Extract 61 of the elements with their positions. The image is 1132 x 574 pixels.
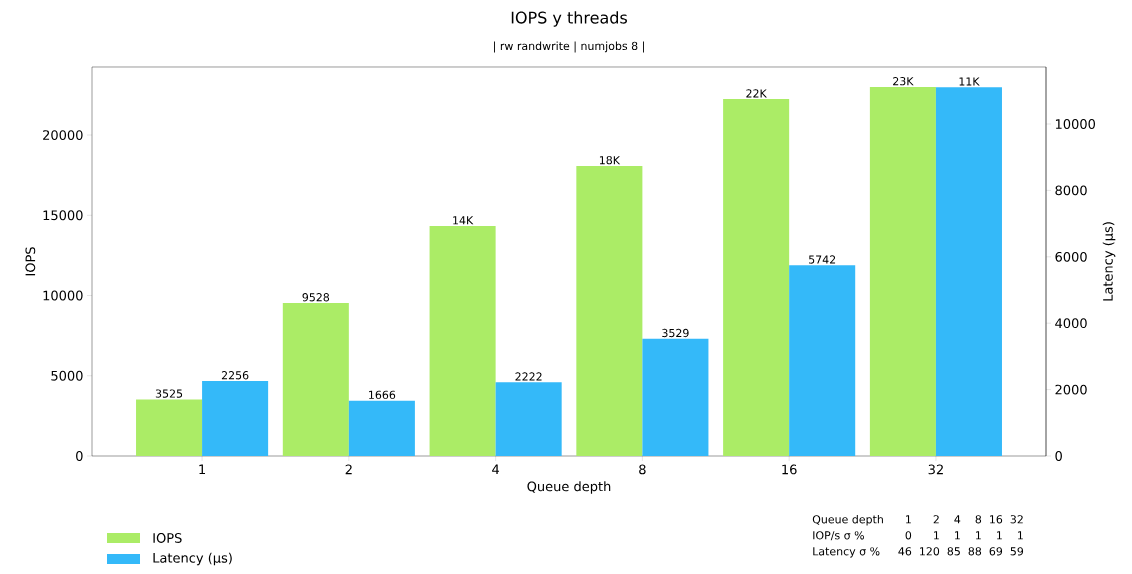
x-tick-label: 2 <box>345 464 352 475</box>
y2-axis-title: Latency (µs) <box>1102 222 1116 301</box>
data-label: 3525 <box>155 389 183 398</box>
text: 120 <box>920 547 940 556</box>
data-label: 18K <box>599 156 621 165</box>
text: 88 <box>968 547 982 556</box>
y2-tick-label: 6000 <box>1055 251 1087 262</box>
data-label: 1666 <box>369 390 396 399</box>
data-label: 2256 <box>221 371 249 380</box>
y2-tick-label: 2000 <box>1055 384 1087 395</box>
bar <box>495 382 562 456</box>
y2-tick-label: 10000 <box>1055 119 1096 129</box>
text: 16 <box>990 515 1003 524</box>
text: Latency σ % <box>813 547 880 558</box>
text: 32 <box>1010 515 1023 524</box>
data-label: 9528 <box>302 293 330 302</box>
chart-subtitle: | rw randwrite | numjobs 8 | <box>494 41 644 53</box>
text: 1 <box>934 531 939 540</box>
y-tick-label: 5000 <box>51 370 83 381</box>
data-label: 11K <box>959 77 980 86</box>
text: 8 <box>975 515 982 524</box>
data-label: 2222 <box>515 372 542 381</box>
text: 4 <box>954 515 961 524</box>
x-tick-label: 8 <box>639 464 646 475</box>
data-label: 5742 <box>809 255 836 264</box>
y2-tick-label: 4000 <box>1055 318 1087 329</box>
y-tick-label: 20000 <box>43 130 83 140</box>
text: 0 <box>905 531 912 540</box>
text: IOP/s σ % <box>813 531 864 541</box>
y-tick-label: 15000 <box>43 210 83 221</box>
y-tick-label: 0 <box>76 451 83 461</box>
chart-title: IOPS y threads <box>511 11 628 27</box>
text: 59 <box>1010 547 1024 556</box>
text: 1 <box>955 531 960 540</box>
x-tick-label: 1 <box>199 464 206 475</box>
data-label: 3529 <box>662 328 689 338</box>
x-tick-label: 4 <box>492 464 500 475</box>
data-label: 22K <box>746 89 767 98</box>
bar <box>576 166 643 456</box>
y-axis-title: IOPS <box>25 247 36 276</box>
data-label: 14K <box>453 216 474 225</box>
text: 2 <box>933 515 939 524</box>
text: 1 <box>976 531 981 540</box>
text: 85 <box>947 547 960 556</box>
y-tick-label: 10000 <box>43 290 83 301</box>
text: 1 <box>1018 531 1023 540</box>
text: 69 <box>989 547 1003 556</box>
y2-tick-label: 8000 <box>1055 185 1087 196</box>
text: 1 <box>997 531 1002 540</box>
bar <box>282 303 349 456</box>
x-axis-title: Queue depth <box>527 481 611 494</box>
y2-tick-label: 0 <box>1055 451 1062 461</box>
x-tick-label: 16 <box>782 464 797 475</box>
legend-label: Latency (µs) <box>153 552 232 566</box>
legend-label: IOPS <box>153 533 182 543</box>
text: Queue depth <box>812 514 883 526</box>
data-label: 23K <box>893 77 914 86</box>
text: 1 <box>906 515 911 524</box>
text: 46 <box>898 547 912 556</box>
bar <box>429 226 496 456</box>
x-tick-label: 32 <box>928 464 943 475</box>
